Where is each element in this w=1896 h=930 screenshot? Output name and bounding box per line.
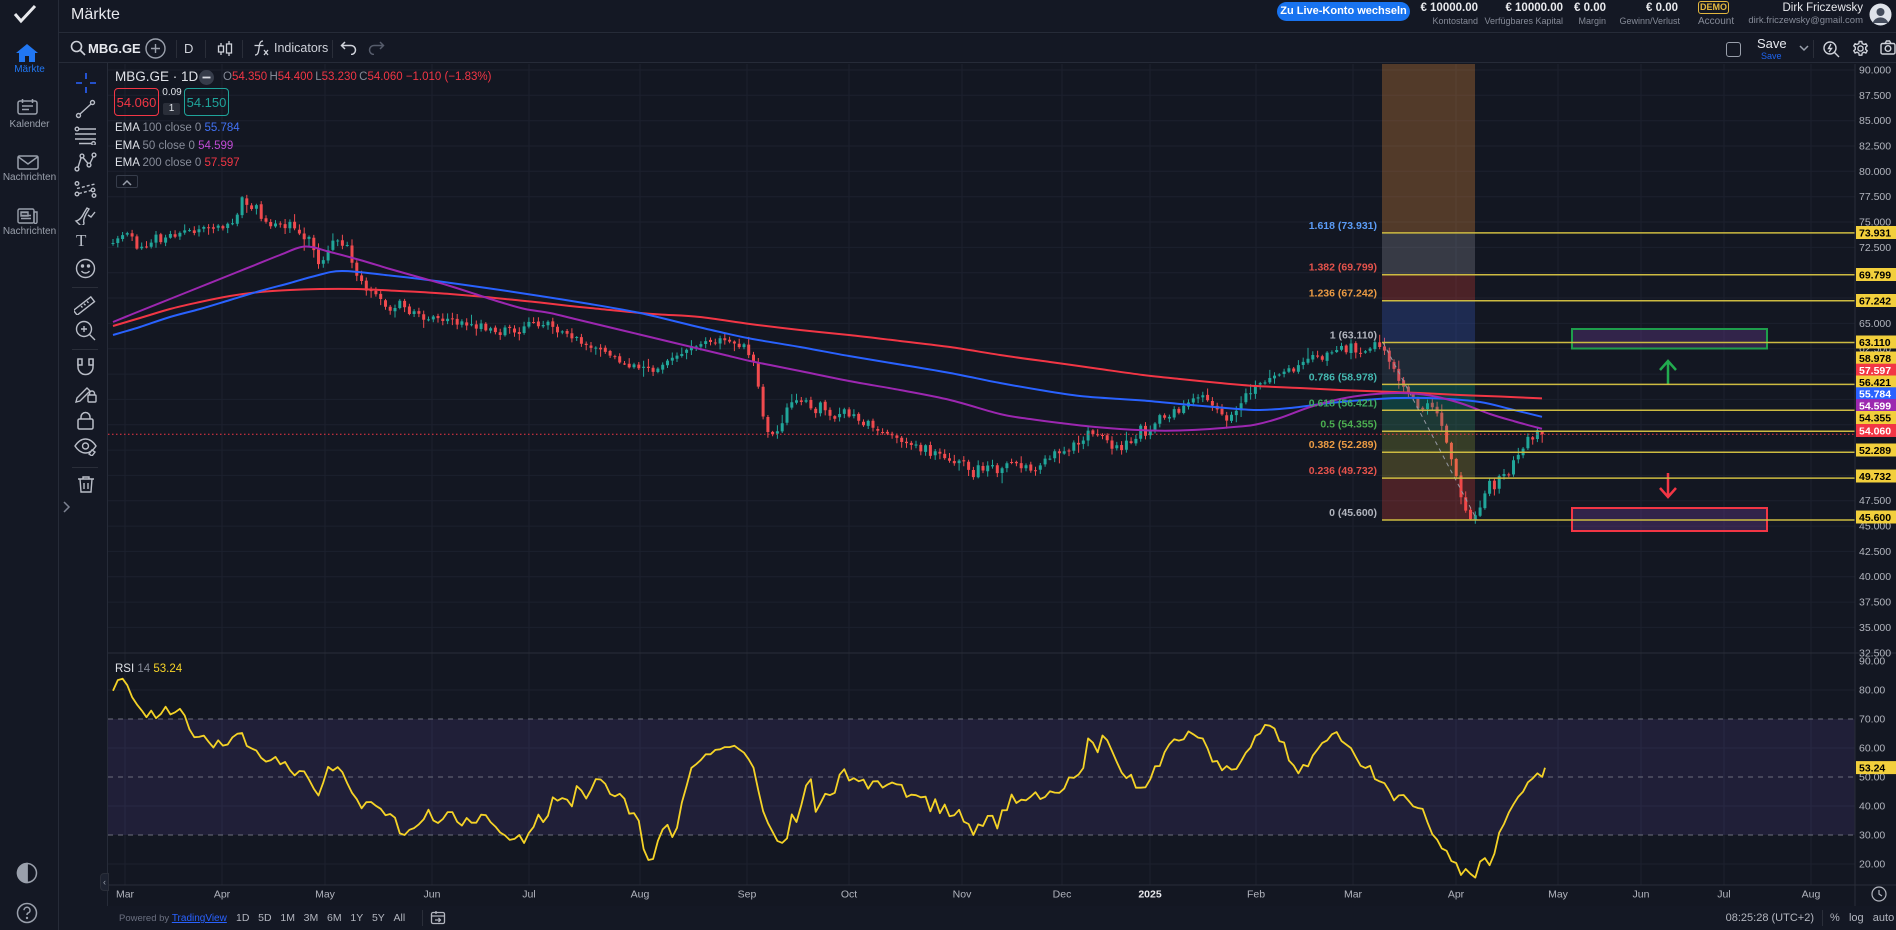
svg-text:30.00: 30.00: [1859, 830, 1885, 842]
svg-text:0.5 (54.355): 0.5 (54.355): [1320, 418, 1377, 430]
svg-text:80.00: 80.00: [1859, 685, 1885, 697]
svg-text:53.24: 53.24: [1859, 762, 1885, 774]
svg-text:90.000: 90.000: [1859, 65, 1891, 77]
svg-text:Mar: Mar: [1344, 889, 1363, 901]
svg-text:54.599: 54.599: [1859, 400, 1891, 412]
svg-text:73.931: 73.931: [1859, 227, 1891, 239]
svg-text:2025: 2025: [1138, 889, 1162, 901]
svg-text:55.784: 55.784: [1859, 389, 1891, 401]
svg-text:77.500: 77.500: [1859, 191, 1891, 203]
svg-text:1.382 (69.799): 1.382 (69.799): [1309, 262, 1377, 274]
svg-text:82.500: 82.500: [1859, 141, 1891, 153]
svg-text:69.799: 69.799: [1859, 269, 1891, 281]
svg-text:0 (45.600): 0 (45.600): [1329, 507, 1377, 519]
svg-text:54.355: 54.355: [1859, 412, 1891, 424]
svg-text:Jul: Jul: [1717, 889, 1730, 901]
svg-text:35.000: 35.000: [1859, 622, 1891, 634]
svg-text:45.000: 45.000: [1859, 521, 1891, 533]
svg-text:May: May: [1548, 889, 1569, 901]
svg-text:40.000: 40.000: [1859, 571, 1891, 583]
svg-text:Nov: Nov: [953, 889, 972, 901]
svg-text:47.500: 47.500: [1859, 495, 1891, 507]
svg-text:Jun: Jun: [1633, 889, 1650, 901]
svg-text:58.978: 58.978: [1859, 353, 1891, 365]
svg-text:1 (63.110): 1 (63.110): [1330, 330, 1377, 342]
svg-text:Mar: Mar: [116, 889, 135, 901]
svg-text:90.00: 90.00: [1859, 656, 1885, 668]
svg-text:57.597: 57.597: [1859, 365, 1891, 377]
svg-text:65.000: 65.000: [1859, 318, 1891, 330]
svg-text:0.236 (49.732): 0.236 (49.732): [1309, 465, 1377, 477]
svg-text:87.500: 87.500: [1859, 90, 1891, 102]
svg-text:Jun: Jun: [424, 889, 441, 901]
svg-text:Aug: Aug: [631, 889, 650, 901]
svg-text:80.000: 80.000: [1859, 166, 1891, 178]
svg-text:40.00: 40.00: [1859, 801, 1885, 813]
svg-text:85.000: 85.000: [1859, 115, 1891, 127]
svg-text:Feb: Feb: [1247, 889, 1265, 901]
svg-text:42.500: 42.500: [1859, 546, 1891, 558]
svg-text:54.060: 54.060: [1859, 425, 1891, 437]
svg-text:67.242: 67.242: [1859, 295, 1891, 307]
svg-text:Apr: Apr: [1448, 889, 1465, 901]
svg-text:37.500: 37.500: [1859, 597, 1891, 609]
svg-text:Aug: Aug: [1802, 889, 1821, 901]
svg-text:Sep: Sep: [738, 889, 757, 901]
svg-text:75.000: 75.000: [1859, 217, 1891, 229]
svg-text:45.600: 45.600: [1859, 512, 1891, 524]
svg-text:56.421: 56.421: [1859, 377, 1891, 389]
svg-text:50.00: 50.00: [1859, 772, 1885, 784]
svg-text:63.110: 63.110: [1859, 337, 1891, 349]
svg-text:49.732: 49.732: [1859, 471, 1891, 483]
svg-text:70.00: 70.00: [1859, 714, 1885, 726]
svg-text:0.382 (52.289): 0.382 (52.289): [1309, 439, 1377, 451]
svg-text:52.289: 52.289: [1859, 445, 1891, 457]
svg-text:0.786 (58.978): 0.786 (58.978): [1309, 371, 1377, 383]
svg-text:72.500: 72.500: [1859, 242, 1891, 254]
svg-text:Jul: Jul: [522, 889, 535, 901]
svg-text:1.236 (67.242): 1.236 (67.242): [1309, 288, 1377, 300]
svg-text:Oct: Oct: [841, 889, 857, 901]
svg-text:32.500: 32.500: [1859, 647, 1891, 659]
svg-text:60.00: 60.00: [1859, 743, 1885, 755]
svg-text:Dec: Dec: [1053, 889, 1072, 901]
svg-text:1.618 (73.931): 1.618 (73.931): [1309, 220, 1377, 232]
svg-text:20.00: 20.00: [1859, 859, 1885, 871]
svg-text:Apr: Apr: [214, 889, 231, 901]
svg-text:0.618 (56.421): 0.618 (56.421): [1309, 397, 1377, 409]
svg-text:May: May: [315, 889, 336, 901]
